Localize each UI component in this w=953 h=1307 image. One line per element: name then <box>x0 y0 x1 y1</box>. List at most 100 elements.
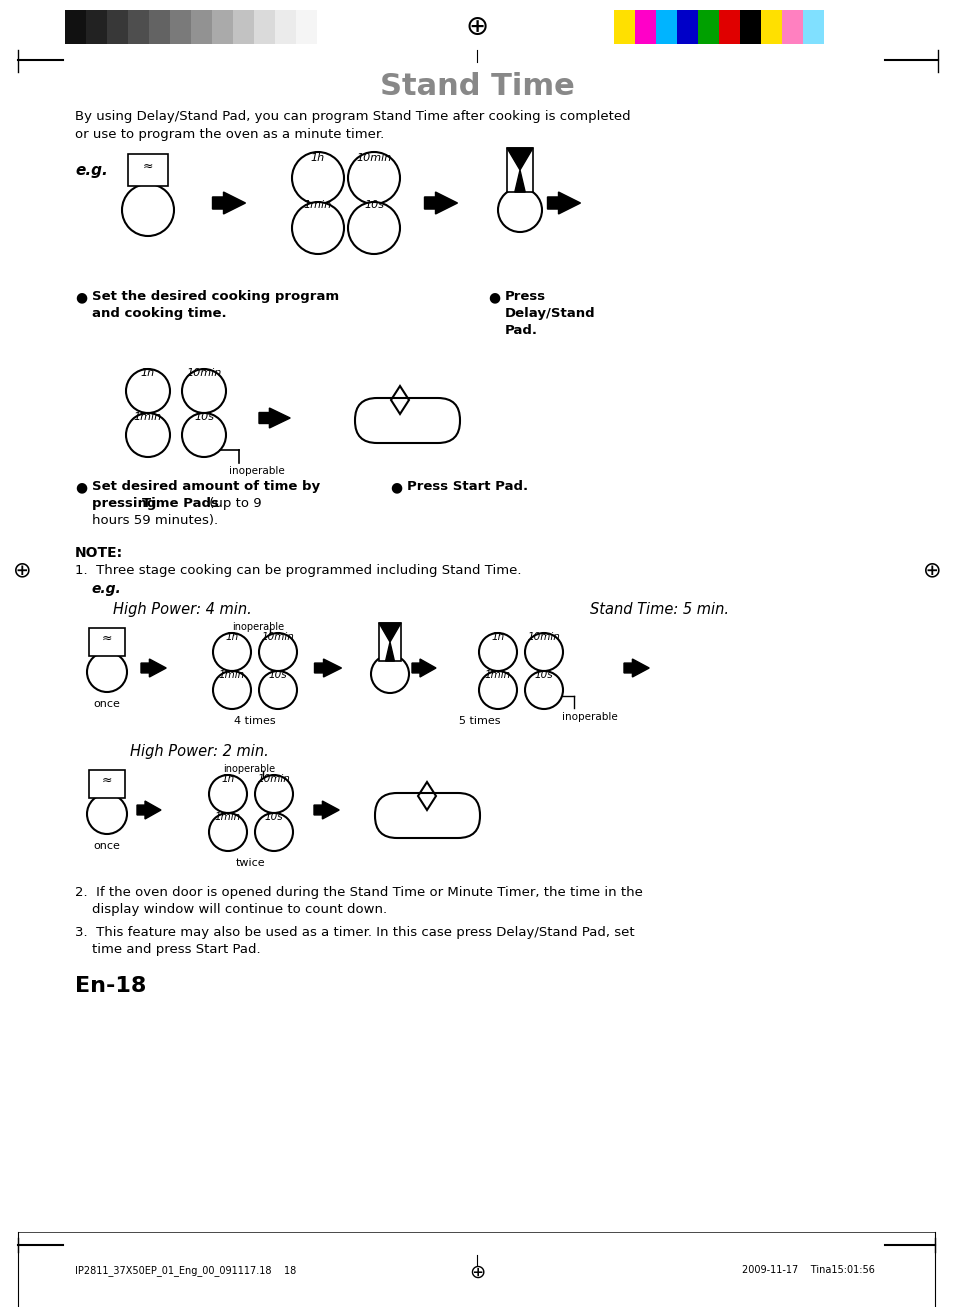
Text: 1min: 1min <box>133 412 162 422</box>
Text: inoperable: inoperable <box>223 765 274 774</box>
FancyArrow shape <box>623 659 649 677</box>
Text: ⊕: ⊕ <box>468 1263 485 1281</box>
Text: ●: ● <box>75 480 87 494</box>
Bar <box>719 10 740 44</box>
Text: ●: ● <box>390 480 402 494</box>
Circle shape <box>87 793 127 834</box>
FancyArrow shape <box>314 801 339 819</box>
Bar <box>656 10 677 44</box>
Text: Set the desired cooking program: Set the desired cooking program <box>91 290 338 303</box>
Bar <box>89 770 125 799</box>
Text: ⊕: ⊕ <box>922 559 941 580</box>
FancyBboxPatch shape <box>375 793 479 838</box>
Bar <box>614 10 635 44</box>
Polygon shape <box>378 623 400 642</box>
FancyBboxPatch shape <box>355 399 459 443</box>
Text: 1h: 1h <box>491 633 504 642</box>
Text: twice: twice <box>236 857 266 868</box>
Text: ●: ● <box>75 290 87 305</box>
Text: e.g.: e.g. <box>91 582 122 596</box>
Bar <box>295 10 316 44</box>
Bar <box>802 10 823 44</box>
FancyArrow shape <box>424 192 457 214</box>
Text: 10s: 10s <box>264 812 283 822</box>
Circle shape <box>478 670 517 708</box>
Circle shape <box>254 813 293 851</box>
FancyArrow shape <box>141 659 166 677</box>
Text: 10s: 10s <box>269 670 287 680</box>
Bar <box>698 10 719 44</box>
Circle shape <box>213 633 251 670</box>
Circle shape <box>497 188 541 233</box>
Circle shape <box>182 413 226 457</box>
Text: Stand Time: 5 min.: Stand Time: 5 min. <box>589 603 728 617</box>
Text: or use to program the oven as a minute timer.: or use to program the oven as a minute t… <box>75 128 384 141</box>
Text: once: once <box>93 840 120 851</box>
Text: ≈: ≈ <box>102 631 112 644</box>
Circle shape <box>524 633 562 670</box>
Text: Press: Press <box>504 290 545 303</box>
Bar <box>128 154 168 186</box>
Text: Stand Time: Stand Time <box>379 72 574 101</box>
Text: 4 times: 4 times <box>233 716 275 725</box>
Text: 10s: 10s <box>534 670 553 680</box>
Text: 2009-11-17    Tina15:01:56: 2009-11-17 Tina15:01:56 <box>741 1265 874 1276</box>
Circle shape <box>258 633 296 670</box>
Circle shape <box>87 652 127 691</box>
Bar <box>212 10 233 44</box>
Bar <box>740 10 760 44</box>
FancyArrow shape <box>412 659 436 677</box>
Bar <box>274 10 295 44</box>
Circle shape <box>292 203 344 254</box>
Text: High Power: 4 min.: High Power: 4 min. <box>112 603 251 617</box>
Text: once: once <box>93 699 120 708</box>
Text: IP2811_37X50EP_01_Eng_00_091117.18    18: IP2811_37X50EP_01_Eng_00_091117.18 18 <box>75 1265 296 1276</box>
Bar <box>89 627 125 656</box>
Text: inoperable: inoperable <box>561 712 618 721</box>
Bar <box>635 10 656 44</box>
Text: NOTE:: NOTE: <box>75 546 123 559</box>
Text: e.g.: e.g. <box>75 163 108 178</box>
Circle shape <box>292 152 344 204</box>
Text: inoperable: inoperable <box>229 467 284 476</box>
Text: 10min: 10min <box>186 369 221 378</box>
Text: 1min: 1min <box>304 200 332 210</box>
Text: By using Delay/Stand Pad, you can program Stand Time after cooking is completed: By using Delay/Stand Pad, you can progra… <box>75 110 630 123</box>
Text: 2.  If the oven door is opened during the Stand Time or Minute Timer, the time i: 2. If the oven door is opened during the… <box>75 886 642 899</box>
Bar <box>65 10 86 44</box>
Text: ●: ● <box>488 290 499 305</box>
Circle shape <box>126 413 170 457</box>
Bar <box>378 623 400 661</box>
Text: 1h: 1h <box>221 774 234 784</box>
Text: 1min: 1min <box>484 670 511 680</box>
Text: 1h: 1h <box>141 369 155 378</box>
Text: 10min: 10min <box>257 774 290 784</box>
Text: 10min: 10min <box>261 633 294 642</box>
Text: Pad.: Pad. <box>504 324 537 337</box>
Text: and cooking time.: and cooking time. <box>91 307 227 320</box>
Circle shape <box>209 775 247 813</box>
Circle shape <box>122 184 173 237</box>
Circle shape <box>254 775 293 813</box>
Text: 5 times: 5 times <box>458 716 500 725</box>
Text: display window will continue to count down.: display window will continue to count do… <box>75 903 387 916</box>
Bar <box>677 10 698 44</box>
Polygon shape <box>506 148 533 170</box>
Circle shape <box>524 670 562 708</box>
Text: High Power: 2 min.: High Power: 2 min. <box>130 744 269 759</box>
Bar <box>107 10 128 44</box>
Circle shape <box>348 203 399 254</box>
Circle shape <box>126 369 170 413</box>
Circle shape <box>258 670 296 708</box>
Text: 1.  Three stage cooking can be programmed including Stand Time.: 1. Three stage cooking can be programmed… <box>75 565 521 576</box>
Circle shape <box>209 813 247 851</box>
FancyArrow shape <box>137 801 161 819</box>
Text: 10s: 10s <box>364 200 384 210</box>
FancyArrow shape <box>258 408 290 427</box>
Polygon shape <box>385 642 394 661</box>
Circle shape <box>182 369 226 413</box>
Text: (up to 9: (up to 9 <box>205 497 261 510</box>
Bar <box>233 10 253 44</box>
Text: Time Pads: Time Pads <box>142 497 218 510</box>
Polygon shape <box>515 170 525 192</box>
